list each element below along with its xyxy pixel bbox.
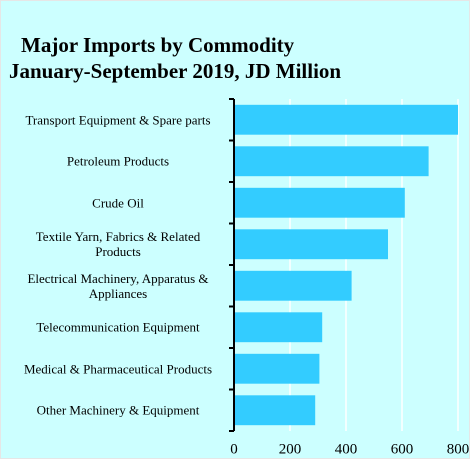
bar bbox=[234, 270, 352, 301]
y-tick-label: Petroleum Products bbox=[66, 153, 170, 169]
y-tick-label: Transport Equipment & Spare parts bbox=[25, 112, 211, 128]
bar bbox=[234, 104, 458, 135]
y-tick-label: Textile Yarn, Fabrics & Related Products bbox=[35, 229, 201, 260]
x-tick-label: 0 bbox=[230, 441, 238, 457]
y-tick-label: Medical & Pharmaceutical Products bbox=[23, 361, 213, 377]
bar bbox=[234, 395, 316, 426]
y-tick-label: Electrical Machinery, Apparatus & Applia… bbox=[27, 270, 209, 301]
x-tick-label: 200 bbox=[279, 441, 302, 457]
x-tick-label: 800 bbox=[447, 441, 469, 457]
chart-title: Major Imports by Commodity bbox=[21, 33, 295, 57]
y-tick-label: Telecommunication Equipment bbox=[36, 319, 200, 335]
x-tick-label: 400 bbox=[335, 441, 358, 457]
bar bbox=[234, 146, 429, 177]
bar bbox=[234, 353, 320, 384]
bar bbox=[234, 229, 388, 260]
x-tick-label: 600 bbox=[391, 441, 414, 457]
chart-subtitle: January-September 2019, JD Million bbox=[9, 59, 342, 83]
bar bbox=[234, 187, 405, 218]
y-tick-label: Crude Oil bbox=[92, 195, 144, 211]
bar bbox=[234, 312, 323, 343]
y-tick-label: Other Machinery & Equipment bbox=[36, 402, 200, 418]
